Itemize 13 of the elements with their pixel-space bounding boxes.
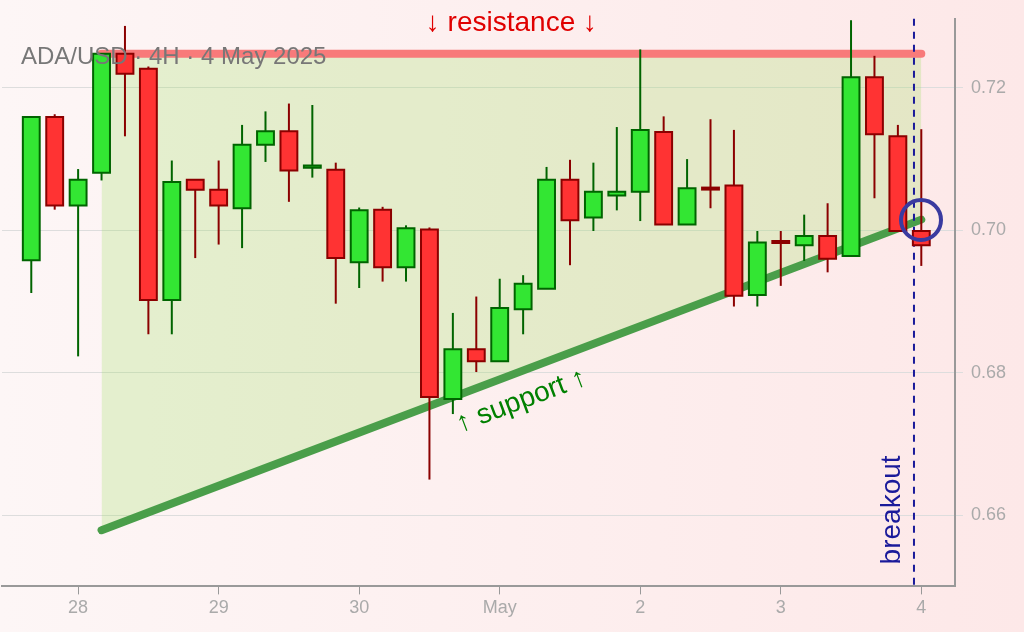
ref-line-label: breakout <box>874 455 906 565</box>
x-tick-label: 3 <box>775 597 786 618</box>
x-tick-label: May <box>482 597 517 618</box>
x-tick-label: 28 <box>68 597 89 618</box>
y-tick-label: 0.66 <box>970 504 1007 525</box>
annotation: ↓ resistance ↓ <box>425 6 598 38</box>
y-tick-label: 0.68 <box>970 361 1007 382</box>
y-tick-label: 0.70 <box>970 219 1007 240</box>
x-tick-label: 4 <box>916 597 927 618</box>
x-tick-label: 29 <box>208 597 229 618</box>
y-tick-label: 0.72 <box>970 76 1007 97</box>
x-tick-label: 2 <box>635 597 646 618</box>
x-tick-label: 30 <box>349 597 370 618</box>
